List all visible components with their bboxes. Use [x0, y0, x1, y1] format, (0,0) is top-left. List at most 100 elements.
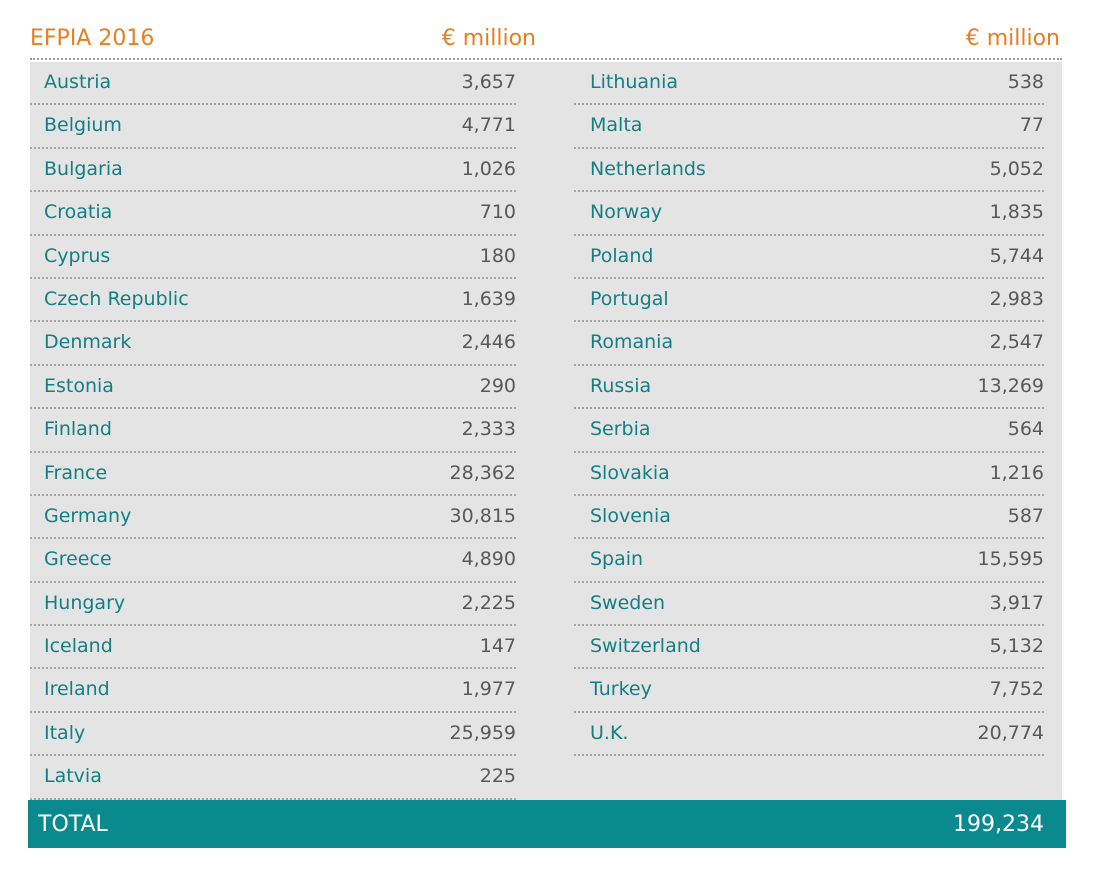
country-value: 13,269 [977, 374, 1044, 397]
country-name: Hungary [44, 591, 126, 614]
table-row: Lithuania 538 [574, 62, 1044, 106]
country-name: Spain [590, 548, 644, 571]
table-row: Sweden 3,917 [574, 583, 1044, 627]
table-row: Latvia 225 [30, 756, 516, 800]
country-name: Sweden [590, 591, 666, 614]
country-name: Slovenia [590, 504, 671, 527]
country-value: 538 [1007, 71, 1044, 93]
country-name: Iceland [44, 635, 113, 658]
country-name: Denmark [44, 331, 132, 354]
country-value: 587 [1007, 504, 1044, 527]
country-value: 564 [1007, 418, 1044, 441]
country-name: Malta [590, 114, 643, 137]
table-header: EFPIA 2016 € million € million [30, 22, 1062, 58]
country-value: 2,225 [461, 591, 516, 614]
country-name: Germany [44, 504, 132, 527]
country-name: Serbia [590, 418, 651, 441]
country-value: 1,639 [461, 287, 516, 310]
unit-label-left: € million [441, 26, 536, 51]
table-row: Germany 30,815 [30, 496, 516, 540]
table-row: Denmark 2,446 [30, 322, 516, 366]
country-value: 4,771 [461, 114, 516, 137]
table-row: Poland 5,744 [574, 236, 1044, 279]
table-row: Slovenia 587 [574, 496, 1044, 540]
table-row: Portugal 2,983 [574, 279, 1044, 323]
country-value: 3,917 [989, 591, 1044, 614]
country-name: Austria [44, 71, 112, 93]
country-name: Ireland [44, 678, 110, 701]
country-value: 77 [1019, 114, 1044, 137]
table-row: Hungary 2,225 [30, 583, 516, 627]
table-title: EFPIA 2016 [30, 26, 155, 51]
data-table-panel: Austria 3,657 Belgium 4,771 Bulgaria 1,026 Cro… [30, 62, 1062, 800]
country-value: 20,774 [977, 721, 1044, 744]
country-value: 4,890 [461, 548, 516, 571]
country-name: Italy [44, 721, 86, 744]
country-name: Greece [44, 548, 112, 571]
country-name: Czech Republic [44, 287, 189, 310]
country-value: 1,835 [989, 201, 1044, 224]
country-name: Netherlands [590, 157, 706, 180]
table-row: Italy 25,959 [30, 713, 516, 757]
right-column: Lithuania 538 Malta 77 Netherlands 5,052 Norwa… [574, 62, 1044, 757]
country-value: 7,752 [989, 678, 1044, 701]
total-label: TOTAL [38, 812, 108, 837]
table-row: Romania 2,547 [574, 322, 1044, 366]
table-row: Greece 4,890 [30, 539, 516, 583]
table-row: Belgium 4,771 [30, 105, 516, 149]
left-column: Austria 3,657 Belgium 4,771 Bulgaria 1,026 Cro… [30, 62, 516, 800]
table-row: Spain 15,595 [574, 539, 1044, 583]
table-row: France 28,362 [30, 453, 516, 496]
country-name: Switzerland [590, 635, 701, 658]
country-value: 2,983 [989, 287, 1044, 310]
country-value: 5,052 [989, 157, 1044, 180]
table-row: Serbia 564 [574, 409, 1044, 453]
table-row: Netherlands 5,052 [574, 149, 1044, 193]
header-divider [30, 58, 1062, 60]
country-name: Slovakia [590, 461, 670, 484]
country-value: 5,132 [989, 635, 1044, 658]
country-name: Turkey [590, 678, 652, 701]
table-row: Estonia 290 [30, 366, 516, 410]
country-value: 15,595 [977, 548, 1044, 571]
country-name: Belgium [44, 114, 122, 137]
table-row: Cyprus 180 [30, 236, 516, 279]
table-row: Czech Republic 1,639 [30, 279, 516, 323]
unit-label-right: € million [965, 26, 1060, 51]
country-value: 1,026 [461, 157, 516, 180]
table-row: Bulgaria 1,026 [30, 149, 516, 193]
country-value: 2,446 [461, 331, 516, 354]
table-row: Croatia 710 [30, 192, 516, 236]
country-name: Poland [590, 244, 654, 267]
country-name: Cyprus [44, 244, 111, 267]
total-value: 199,234 [953, 812, 1044, 837]
country-value: 25,959 [449, 721, 516, 744]
table-row: Malta 77 [574, 105, 1044, 149]
table-row: Iceland 147 [30, 626, 516, 670]
table-row: Norway 1,835 [574, 192, 1044, 236]
country-name: Estonia [44, 374, 114, 397]
country-value: 710 [479, 201, 516, 224]
table-row: Russia 13,269 [574, 366, 1044, 410]
country-name: Portugal [590, 287, 669, 310]
table-row: Finland 2,333 [30, 409, 516, 453]
country-name: Finland [44, 418, 112, 441]
country-name: Latvia [44, 765, 102, 788]
total-row: TOTAL 199,234 [28, 800, 1066, 848]
country-value: 225 [479, 765, 516, 788]
country-value: 3,657 [461, 71, 516, 93]
country-name: U.K. [590, 721, 629, 744]
country-value: 1,216 [989, 461, 1044, 484]
table-row: Turkey 7,752 [574, 669, 1044, 713]
country-value: 2,333 [461, 418, 516, 441]
country-value: 2,547 [989, 331, 1044, 354]
table-row: Slovakia 1,216 [574, 453, 1044, 496]
table-row: U.K. 20,774 [574, 713, 1044, 757]
country-value: 147 [479, 635, 516, 658]
country-value: 30,815 [449, 504, 516, 527]
country-name: France [44, 461, 108, 484]
country-name: Bulgaria [44, 157, 123, 180]
country-name: Norway [590, 201, 663, 224]
country-value: 5,744 [989, 244, 1044, 267]
country-value: 180 [479, 244, 516, 267]
